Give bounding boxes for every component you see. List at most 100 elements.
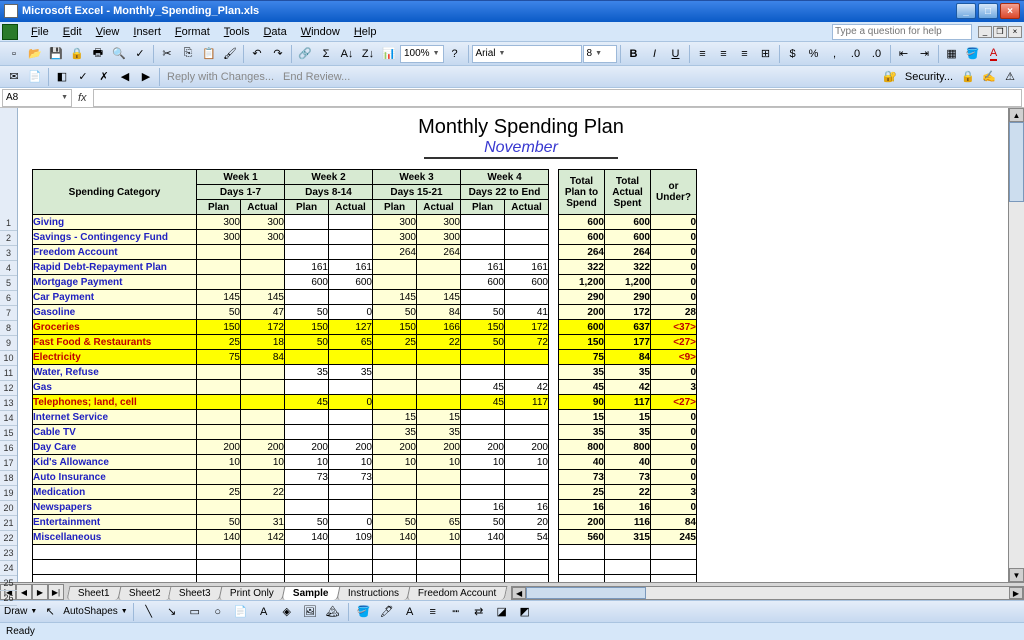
- fill-color-icon[interactable]: 🪣: [963, 44, 983, 64]
- cell-total-actual[interactable]: 42: [605, 380, 651, 395]
- cell[interactable]: [285, 545, 329, 560]
- cell-over-under[interactable]: 0: [651, 230, 697, 245]
- cell-plan[interactable]: [461, 485, 505, 500]
- cell-category[interactable]: Kid's Allowance: [33, 455, 197, 470]
- wb-restore-button[interactable]: ❐: [993, 26, 1007, 38]
- cell-over-under[interactable]: <37>: [651, 320, 697, 335]
- cell[interactable]: [505, 545, 549, 560]
- cell-actual[interactable]: [417, 380, 461, 395]
- row-header[interactable]: 1: [0, 216, 17, 231]
- dashstyle-icon[interactable]: ┉: [446, 602, 466, 622]
- cell-plan[interactable]: 10: [461, 455, 505, 470]
- cell-plan[interactable]: 25: [197, 485, 241, 500]
- cell-actual[interactable]: 0: [329, 305, 373, 320]
- cell-over-under[interactable]: 0: [651, 215, 697, 230]
- cell-actual[interactable]: [241, 500, 285, 515]
- cell-plan[interactable]: 200: [461, 440, 505, 455]
- cell-plan[interactable]: 600: [285, 275, 329, 290]
- track-icon[interactable]: ◧: [52, 67, 72, 87]
- cell-total-plan[interactable]: 322: [559, 260, 605, 275]
- cell-category[interactable]: Water, Refuse: [33, 365, 197, 380]
- cell[interactable]: [417, 575, 461, 583]
- cell-plan[interactable]: [285, 410, 329, 425]
- cell-plan[interactable]: 300: [197, 215, 241, 230]
- print-icon[interactable]: 🖶: [88, 44, 108, 64]
- cell-category[interactable]: Fast Food & Restaurants: [33, 335, 197, 350]
- cell-actual[interactable]: 117: [505, 395, 549, 410]
- cell-actual[interactable]: 0: [329, 515, 373, 530]
- help-input[interactable]: [832, 24, 972, 40]
- cell-over-under[interactable]: 0: [651, 455, 697, 470]
- cell-category[interactable]: Gas: [33, 380, 197, 395]
- cell-total-plan[interactable]: 73: [559, 470, 605, 485]
- cell-total-plan[interactable]: 150: [559, 335, 605, 350]
- cell-total-actual[interactable]: 117: [605, 395, 651, 410]
- cell-plan[interactable]: 16: [461, 500, 505, 515]
- cell-actual[interactable]: 18: [241, 335, 285, 350]
- format-painter-icon[interactable]: 🖌: [220, 44, 240, 64]
- sheet-tab-instructions[interactable]: Instructions: [336, 586, 410, 600]
- cell-category[interactable]: Miscellaneous: [33, 530, 197, 545]
- row-header[interactable]: 21: [0, 516, 17, 531]
- copy-icon[interactable]: ⎘: [178, 44, 198, 64]
- autoshapes-menu[interactable]: AutoShapes: [63, 606, 118, 617]
- cell-total-actual[interactable]: 172: [605, 305, 651, 320]
- cell-actual[interactable]: [417, 470, 461, 485]
- cell[interactable]: [373, 545, 417, 560]
- cell-plan[interactable]: [197, 245, 241, 260]
- security-icon[interactable]: 🔐: [880, 67, 900, 87]
- cell[interactable]: [605, 545, 651, 560]
- cell-actual[interactable]: 145: [241, 290, 285, 305]
- cell[interactable]: [605, 575, 651, 583]
- name-box[interactable]: A8▼: [2, 89, 72, 107]
- permission-icon[interactable]: 🔒: [67, 44, 87, 64]
- menu-insert[interactable]: Insert: [126, 24, 168, 40]
- cell-plan[interactable]: [373, 380, 417, 395]
- underline-icon[interactable]: U: [666, 44, 686, 64]
- row-header[interactable]: 16: [0, 441, 17, 456]
- row-header[interactable]: 7: [0, 306, 17, 321]
- cell-over-under[interactable]: 0: [651, 500, 697, 515]
- chart-icon[interactable]: 📊: [379, 44, 399, 64]
- cell-actual[interactable]: 15: [417, 410, 461, 425]
- wb-close-button[interactable]: ×: [1008, 26, 1022, 38]
- cell-plan[interactable]: 25: [197, 335, 241, 350]
- scroll-down-icon[interactable]: ▼: [1009, 568, 1024, 582]
- wb-minimize-button[interactable]: _: [978, 26, 992, 38]
- close-button[interactable]: ×: [1000, 3, 1020, 19]
- merge-icon[interactable]: ⊞: [756, 44, 776, 64]
- cell-actual[interactable]: [417, 500, 461, 515]
- row-header[interactable]: 15: [0, 426, 17, 441]
- cell-actual[interactable]: [505, 485, 549, 500]
- cell-plan[interactable]: [373, 275, 417, 290]
- cell-plan[interactable]: 161: [285, 260, 329, 275]
- arrow-icon[interactable]: ↘: [162, 602, 182, 622]
- row-header[interactable]: 4: [0, 261, 17, 276]
- align-center-icon[interactable]: ≡: [714, 44, 734, 64]
- cell-actual[interactable]: 161: [329, 260, 373, 275]
- cell-actual[interactable]: [241, 380, 285, 395]
- cell-total-actual[interactable]: 600: [605, 215, 651, 230]
- menu-window[interactable]: Window: [294, 24, 347, 40]
- cell-over-under[interactable]: 0: [651, 275, 697, 290]
- open-icon[interactable]: 📂: [25, 44, 45, 64]
- cell-plan[interactable]: 150: [461, 320, 505, 335]
- cell-plan[interactable]: 50: [461, 335, 505, 350]
- font-combo[interactable]: Arial▼: [472, 45, 582, 63]
- cell-actual[interactable]: 200: [241, 440, 285, 455]
- cell-total-plan[interactable]: 264: [559, 245, 605, 260]
- cell-plan[interactable]: [373, 395, 417, 410]
- cell[interactable]: [241, 560, 285, 575]
- cell-over-under[interactable]: 0: [651, 470, 697, 485]
- tab-last-icon[interactable]: ▶|: [48, 584, 64, 600]
- cell[interactable]: [241, 545, 285, 560]
- cell-plan[interactable]: 140: [373, 530, 417, 545]
- draw-menu[interactable]: Draw: [4, 606, 27, 617]
- cell-total-actual[interactable]: 1,200: [605, 275, 651, 290]
- menu-data[interactable]: Data: [256, 24, 293, 40]
- cell-plan[interactable]: 150: [373, 320, 417, 335]
- inc-indent-icon[interactable]: ⇥: [915, 44, 935, 64]
- envelope-icon[interactable]: ✉: [4, 67, 24, 87]
- next-comment-icon[interactable]: ▶: [136, 67, 156, 87]
- cell-total-plan[interactable]: 90: [559, 395, 605, 410]
